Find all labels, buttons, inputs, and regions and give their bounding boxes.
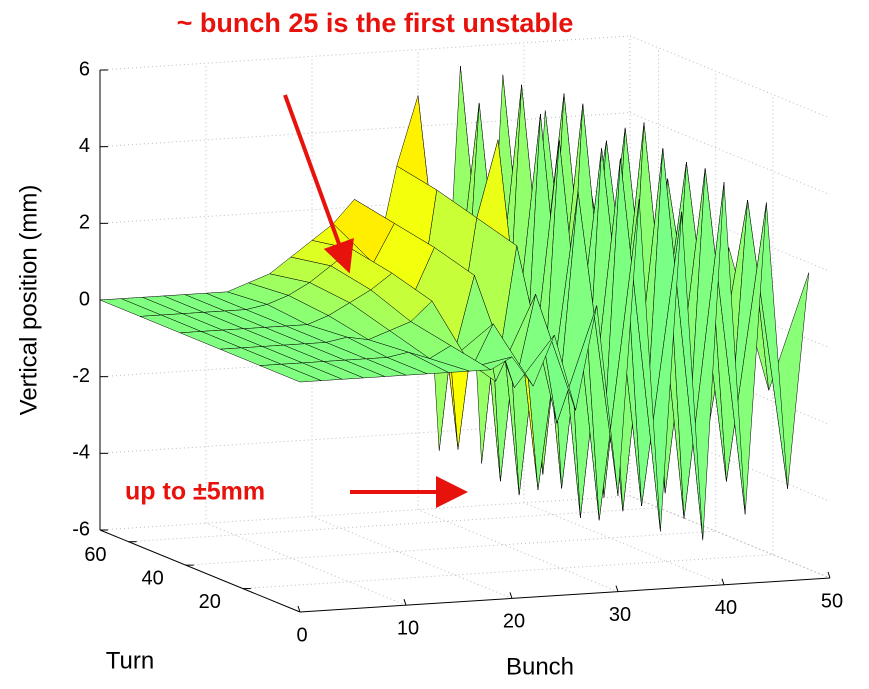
grid-line	[629, 112, 831, 196]
tick-mark	[721, 578, 725, 585]
z-tick-label: -6	[72, 518, 90, 540]
z-axis-label: Vertical position (mm)	[15, 185, 42, 416]
axis-line	[99, 529, 301, 613]
tick-mark	[615, 585, 619, 592]
tick-mark	[403, 599, 407, 606]
x-tick-label: 50	[821, 590, 843, 612]
grid-line	[99, 188, 631, 224]
z-tick-label: -2	[72, 365, 90, 387]
z-tick-label: -4	[72, 442, 90, 464]
tick-mark	[297, 605, 301, 613]
x-tick-label: 10	[397, 617, 419, 639]
arrow	[283, 94, 354, 274]
annotation: ~ bunch 25 is the first unstable	[177, 8, 574, 38]
surface	[99, 66, 810, 541]
annotation: up to ±5mm	[125, 478, 265, 506]
grid-line	[99, 112, 631, 148]
y-tick-label: 60	[84, 544, 106, 566]
x-tick-label: 40	[715, 597, 737, 619]
grid-line	[99, 35, 631, 71]
grid-line	[205, 522, 407, 606]
z-tick-label: 0	[79, 288, 90, 310]
surface-patch	[259, 363, 322, 383]
grid-line	[99, 418, 631, 454]
grid-line	[523, 502, 725, 586]
x-tick-label: 30	[609, 604, 631, 626]
z-tick-label: 4	[79, 135, 90, 157]
tick-mark	[827, 571, 831, 579]
grid-line	[242, 554, 773, 590]
grid-line	[99, 495, 631, 531]
grid-line	[629, 35, 831, 119]
grid-line	[311, 515, 513, 599]
y-axis-label: Turn	[106, 647, 154, 674]
y-tick-label: 20	[199, 591, 221, 613]
x-axis-label: Bunch	[506, 653, 574, 680]
y-tick-label: 40	[141, 567, 163, 589]
grid-line	[629, 495, 831, 579]
grid-line	[128, 507, 659, 543]
tick-mark	[509, 592, 513, 599]
x-tick-label: 0	[296, 624, 307, 646]
grid-line	[99, 342, 631, 378]
axis-line	[299, 577, 831, 613]
x-tick-label: 20	[503, 611, 525, 633]
z-tick-label: 2	[79, 212, 90, 234]
z-tick-label: 6	[79, 58, 90, 80]
grid-line	[185, 530, 716, 566]
grid-line	[417, 509, 619, 593]
